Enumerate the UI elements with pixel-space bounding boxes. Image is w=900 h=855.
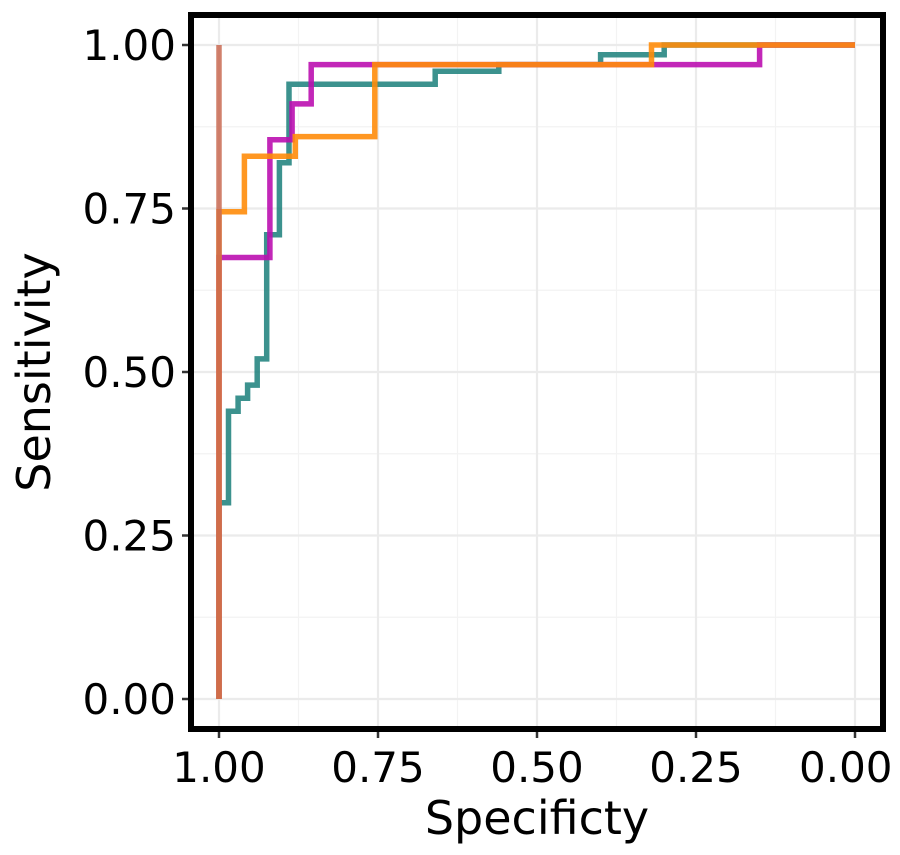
x-axis-ticks: 1.00 0.75 0.50 0.25 0.00	[172, 732, 893, 792]
y-tick-label-0: 0.00	[82, 675, 176, 724]
x-tick-label-4: 0.00	[799, 743, 893, 792]
y-tick-label-2: 0.50	[82, 348, 176, 397]
panel-border	[188, 12, 886, 732]
y-tick-label-3: 0.75	[82, 185, 176, 234]
y-tick-label-4: 1.00	[82, 21, 176, 70]
x-tick-label-3: 0.25	[649, 743, 743, 792]
y-axis-title: Sensitivity	[7, 252, 61, 491]
series-group	[216, 42, 855, 699]
x-axis-title: Specificty	[425, 791, 649, 845]
x-tick-label-2: 0.50	[490, 743, 584, 792]
y-axis-ticks: 0.00 0.25 0.50 0.75 1.00	[82, 21, 188, 724]
x-tick-label-1: 0.75	[331, 743, 425, 792]
series-line-1	[216, 42, 855, 699]
y-tick-label-1: 0.25	[82, 512, 176, 561]
series-line-2	[216, 42, 855, 699]
x-tick-label-0: 1.00	[172, 743, 266, 792]
